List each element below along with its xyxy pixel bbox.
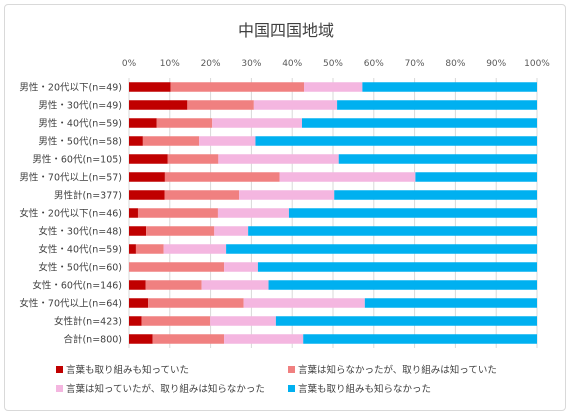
category-label: 女性・30代(n=48) [38, 226, 122, 238]
legend-label: 言葉も取り組みも知らなかった [298, 383, 431, 395]
x-tick-label: 80% [445, 59, 465, 69]
bar-segment [415, 172, 537, 182]
bar-segment [362, 82, 537, 92]
bar-segment [170, 82, 305, 92]
bar-segment [129, 136, 143, 146]
category-label: 男性・20代以下(n=49) [19, 82, 122, 94]
x-tick-label: 50% [323, 59, 343, 69]
legend-swatch [288, 366, 295, 373]
x-tick-label: 20% [201, 59, 221, 69]
category-label: 男性・40代(n=59) [38, 118, 122, 130]
bar-segment [224, 334, 304, 344]
category-label: 女性・40代(n=59) [38, 244, 122, 256]
bar-segment [137, 208, 218, 218]
bar-segment [129, 172, 165, 182]
bar-segment [129, 316, 142, 326]
bar-segment [257, 262, 537, 272]
category-label: 女性・70代以上(n=64) [19, 298, 122, 310]
bar-segment [129, 262, 225, 272]
category-labels: 男性・20代以下(n=49) 男性・30代(n=49) 男性・40代(n=59) 男性… [19, 82, 122, 346]
legend-swatch [288, 385, 295, 392]
bar-segment [141, 316, 211, 326]
legend-swatch [56, 385, 63, 392]
bar-layer [129, 82, 538, 344]
bar-segment [142, 136, 200, 146]
x-tick-label: 30% [241, 59, 261, 69]
bar-segment [338, 154, 537, 164]
bar-segment [199, 136, 256, 146]
bar-segment [152, 334, 225, 344]
x-tick-label: 70% [405, 59, 425, 69]
bar-segment [129, 334, 153, 344]
legend-label: 言葉は知っていたが、取り組みは知らなかった [66, 383, 265, 395]
category-label: 女性・20代以下(n=46) [19, 208, 122, 220]
bar-segment [224, 262, 258, 272]
bar-segment [129, 100, 188, 110]
category-label: 女性・60代(n=146) [32, 280, 122, 292]
bar-segment [218, 154, 339, 164]
category-label: 男性・60代(n=105) [32, 154, 122, 166]
bar-segment [239, 190, 335, 200]
bar-segment [129, 118, 157, 128]
bar-segment [253, 100, 338, 110]
legend-swatch [56, 366, 63, 373]
category-label: 男性・50代(n=58) [38, 136, 122, 148]
bar-segment [243, 298, 365, 308]
x-tick-label: 90% [486, 59, 506, 69]
bar-segment [135, 244, 164, 254]
bar-segment [212, 118, 302, 128]
legend-label: 言葉も取り組みも知っていた [66, 364, 189, 376]
bar-segment [275, 316, 537, 326]
bar-segment [248, 226, 538, 236]
category-label: 男性・30代(n=49) [38, 100, 122, 112]
bar-segment [129, 208, 138, 218]
category-label: 合計(n=800) [63, 334, 122, 346]
category-label: 女性計(n=423) [54, 316, 122, 328]
bar-segment [334, 190, 537, 200]
bar-segment [146, 226, 215, 236]
bar-segment [279, 172, 416, 182]
bar-segment [337, 100, 537, 110]
x-tick-labels: 0% 10% 20% 30% 40% 50% 60% 70% 80% 90% 100% [122, 59, 550, 69]
bar-segment [217, 208, 289, 218]
bar-segment [129, 226, 147, 236]
x-tick-label: 60% [364, 59, 384, 69]
bar-segment [156, 118, 213, 128]
bar-segment [201, 280, 269, 290]
bar-segment [164, 190, 240, 200]
x-tick-label: 40% [282, 59, 302, 69]
legend: 言葉も取り組みも知っていた 言葉は知らなかったが、取り組みは知っていた言葉は知って… [56, 364, 497, 395]
bar-segment [187, 100, 254, 110]
x-tick-label: 10% [160, 59, 180, 69]
bar-segment [129, 82, 171, 92]
bar-segment [268, 280, 537, 290]
chart-title: 中国四国地域 [237, 21, 334, 40]
bar-segment [129, 190, 165, 200]
legend-label: 言葉は知らなかったが、取り組みは知っていた [298, 364, 497, 376]
bar-segment [255, 136, 538, 146]
bar-segment [164, 172, 280, 182]
category-label: 女性・50代(n=60) [38, 262, 122, 274]
bar-segment [301, 118, 537, 128]
bar-segment [288, 208, 537, 218]
bar-segment [226, 244, 537, 254]
bar-segment [303, 334, 537, 344]
bar-segment [129, 244, 136, 254]
bar-segment [364, 298, 537, 308]
bar-segment [214, 226, 249, 236]
bar-segment [304, 82, 363, 92]
bar-segment [167, 154, 219, 164]
category-label: 男性・70代以上(n=57) [19, 172, 122, 184]
bar-segment [145, 280, 202, 290]
bar-segment [129, 298, 149, 308]
x-tick-label: 100% [524, 59, 550, 69]
category-label: 男性計(n=377) [54, 190, 122, 202]
x-tick-label: 0% [122, 59, 137, 69]
bar-segment [129, 154, 168, 164]
bar-segment [129, 280, 146, 290]
bar-segment [210, 316, 276, 326]
bar-segment [163, 244, 227, 254]
bar-segment [148, 298, 244, 308]
